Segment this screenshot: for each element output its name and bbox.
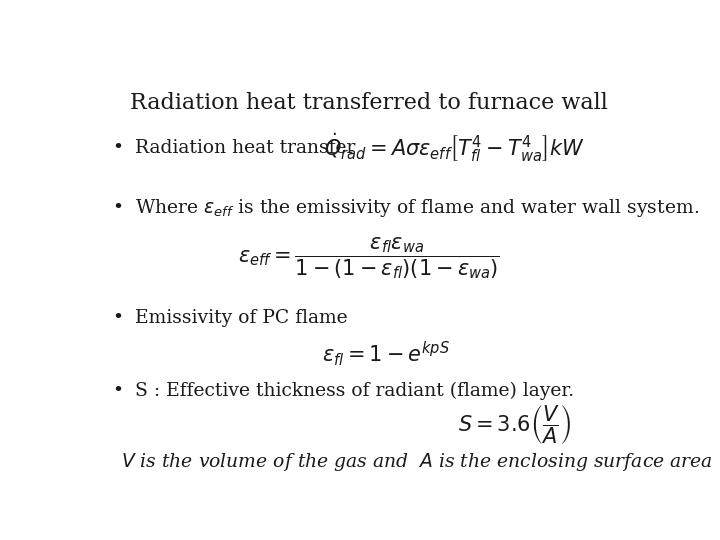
Text: •: • bbox=[112, 139, 123, 157]
Text: Radiation heat transferred to furnace wall: Radiation heat transferred to furnace wa… bbox=[130, 92, 608, 114]
Text: Emissivity of PC flame: Emissivity of PC flame bbox=[135, 309, 347, 327]
Text: •: • bbox=[112, 382, 123, 400]
Text: $\dot{Q}_{rad} = A\sigma\varepsilon_{eff}\left[T_{fl}^{4} - T_{wa}^{4}\right]kW$: $\dot{Q}_{rad} = A\sigma\varepsilon_{eff… bbox=[324, 132, 585, 164]
Text: $\varepsilon_{eff} = \dfrac{\varepsilon_{fl}\varepsilon_{wa}}{1-\left(1-\varepsi: $\varepsilon_{eff} = \dfrac{\varepsilon_… bbox=[238, 235, 500, 281]
Text: S : Effective thickness of radiant (flame) layer.: S : Effective thickness of radiant (flam… bbox=[135, 382, 574, 400]
Text: $V$ is the volume of the gas and  $A$ is the enclosing surface area: $V$ is the volume of the gas and $A$ is … bbox=[121, 451, 713, 473]
Text: Radiation heat transfer: Radiation heat transfer bbox=[135, 139, 355, 157]
Text: •: • bbox=[112, 309, 123, 327]
Text: $\varepsilon_{fl} = 1 - e^{kpS}$: $\varepsilon_{fl} = 1 - e^{kpS}$ bbox=[322, 339, 450, 368]
Text: Where $\varepsilon_{eff}$ is the emissivity of flame and water wall system.: Where $\varepsilon_{eff}$ is the emissiv… bbox=[135, 197, 699, 219]
Text: $S = 3.6\left(\dfrac{V}{A}\right)$: $S = 3.6\left(\dfrac{V}{A}\right)$ bbox=[458, 403, 570, 446]
Text: •: • bbox=[112, 199, 123, 217]
